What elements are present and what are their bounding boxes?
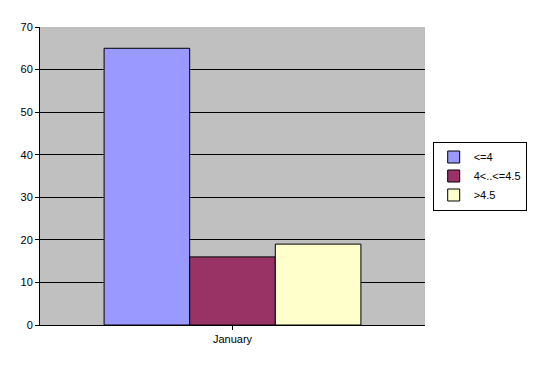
svg-text:60: 60 bbox=[21, 63, 33, 75]
svg-text:70: 70 bbox=[21, 21, 33, 33]
svg-text:<=4: <=4 bbox=[474, 151, 493, 163]
svg-text:30: 30 bbox=[21, 191, 33, 203]
svg-text:January: January bbox=[213, 333, 253, 345]
svg-text:4<..<=4.5: 4<..<=4.5 bbox=[474, 170, 521, 182]
svg-text:>4.5: >4.5 bbox=[474, 189, 496, 201]
svg-text:50: 50 bbox=[21, 106, 33, 118]
svg-text:40: 40 bbox=[21, 149, 33, 161]
svg-text:20: 20 bbox=[21, 234, 33, 246]
svg-text:0: 0 bbox=[27, 319, 33, 331]
svg-text:10: 10 bbox=[21, 276, 33, 288]
